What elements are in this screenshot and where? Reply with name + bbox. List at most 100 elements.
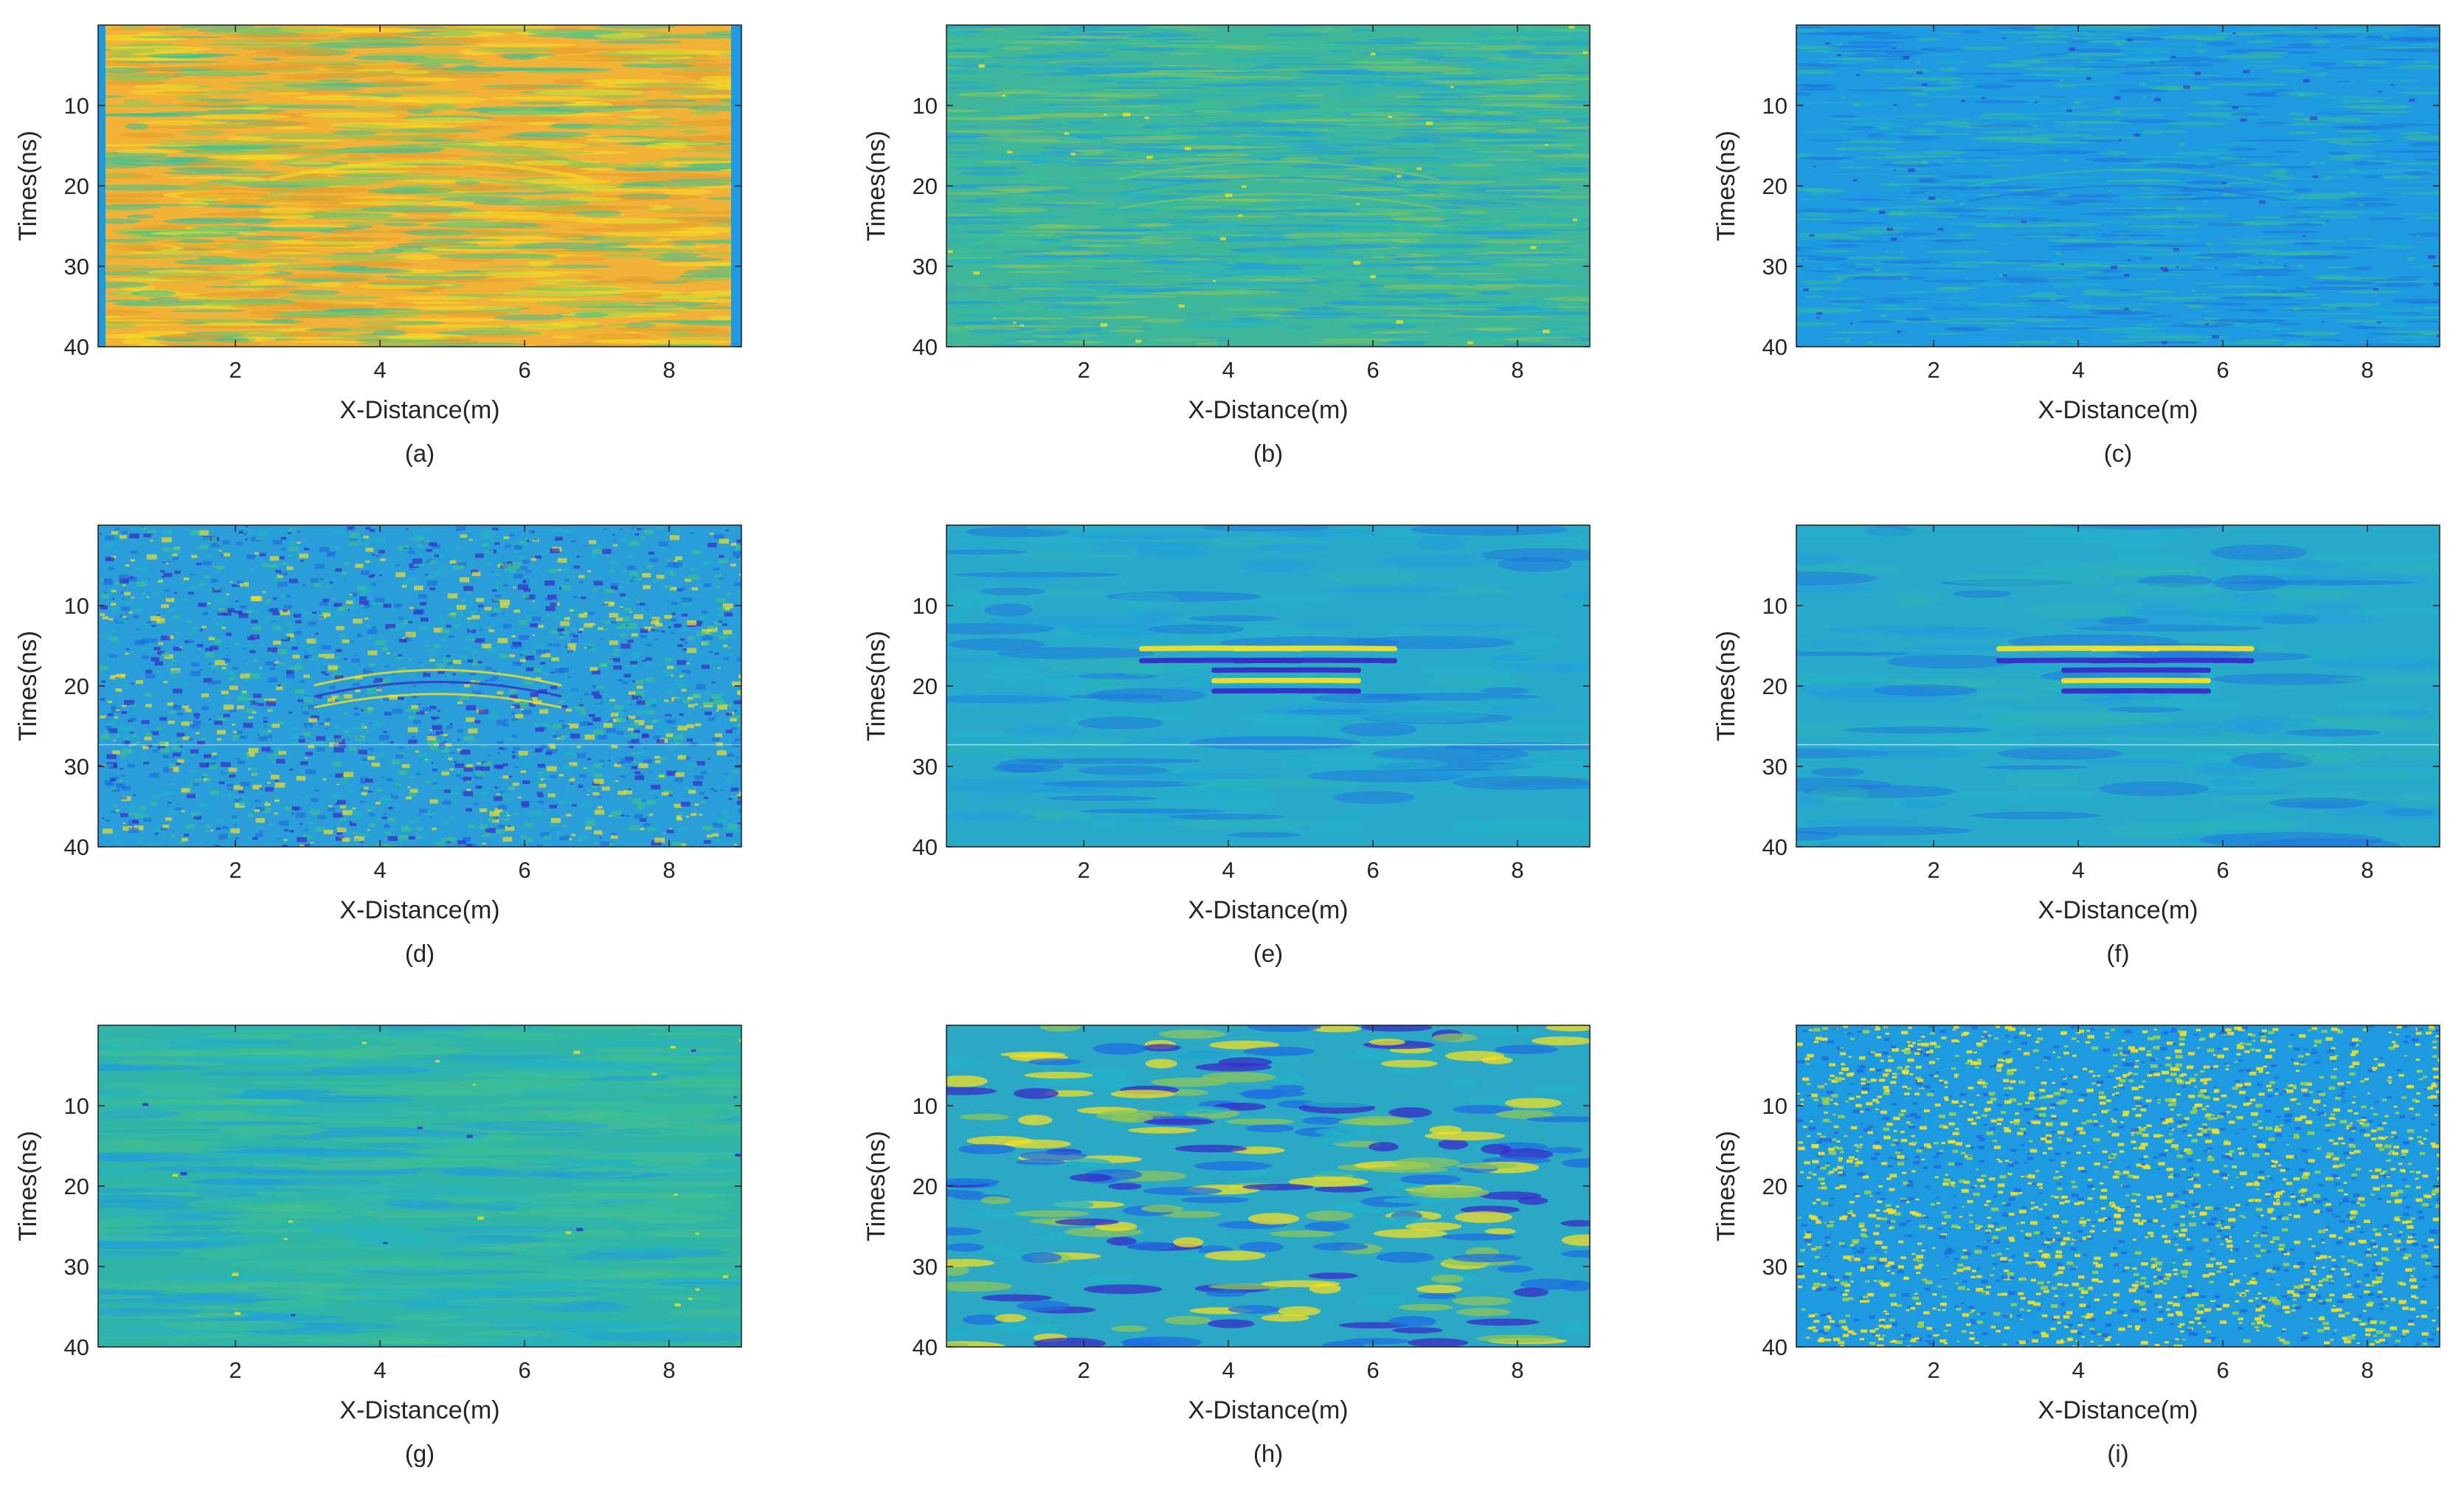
x-tick-label: 6	[1366, 857, 1379, 883]
y-axis-label: Times(ns)	[1712, 631, 1740, 741]
y-tick-label: 40	[1762, 834, 1788, 860]
y-tick-label: 40	[913, 834, 938, 860]
x-tick-label: 2	[1078, 1357, 1090, 1383]
heatmap-image	[1796, 1025, 2440, 1347]
y-tick-label: 20	[913, 1174, 938, 1199]
y-axis-label: Times(ns)	[1712, 131, 1740, 241]
x-tick-label: 2	[1078, 357, 1090, 383]
x-tick-label: 2	[1078, 857, 1090, 883]
x-axis-label: X-Distance(m)	[1188, 396, 1348, 424]
y-tick-label: 30	[913, 754, 938, 780]
x-axis-label: X-Distance(m)	[339, 896, 499, 924]
x-tick-label: 8	[1511, 857, 1523, 883]
heatmap-image	[947, 525, 1590, 847]
y-tick-label: 30	[1762, 754, 1788, 780]
x-tick-label: 6	[518, 357, 530, 383]
heatmap-image	[98, 25, 741, 347]
x-axis-label: X-Distance(m)	[2038, 1396, 2198, 1424]
y-tick-label: 40	[913, 334, 938, 360]
x-tick-label: 4	[1222, 857, 1234, 883]
x-tick-label: 6	[518, 857, 530, 883]
x-tick-label: 2	[1928, 857, 1940, 883]
y-tick-label: 10	[913, 93, 938, 119]
y-tick-label: 10	[64, 93, 89, 119]
y-tick-label: 40	[913, 1334, 938, 1360]
panel-e: 2 4 6 8 10 20 30 40 X-Distance(m) Times(ns) (e)	[862, 524, 1591, 967]
panel-i: 2 4 6 8 10 20 30 40 X-Distance(m) Times(ns) (i)	[1712, 1025, 2440, 1467]
y-tick-label: 30	[913, 1254, 938, 1280]
y-tick-label: 40	[64, 1334, 89, 1360]
x-tick-label: 6	[2216, 1357, 2229, 1383]
y-axis-label: Times(ns)	[862, 131, 890, 241]
x-axis-label: X-Distance(m)	[339, 396, 499, 424]
x-tick-label: 6	[518, 1357, 530, 1383]
y-tick-label: 10	[1762, 93, 1788, 119]
heatmap-image	[98, 1025, 741, 1347]
x-tick-label: 8	[2361, 1357, 2373, 1383]
y-tick-label: 30	[64, 754, 89, 780]
x-tick-label: 2	[229, 357, 242, 383]
x-tick-label: 8	[662, 857, 675, 883]
y-tick-label: 10	[64, 593, 89, 619]
panel-caption: (b)	[1253, 440, 1283, 467]
y-tick-label: 20	[1762, 173, 1788, 199]
panel-caption: (f)	[2106, 940, 2129, 967]
x-tick-label: 4	[1222, 1357, 1234, 1383]
x-tick-label: 4	[1222, 357, 1234, 383]
y-tick-label: 30	[1762, 254, 1788, 280]
y-tick-label: 20	[64, 173, 89, 199]
y-axis-label: Times(ns)	[14, 631, 42, 741]
y-tick-label: 30	[913, 254, 938, 280]
x-tick-label: 4	[373, 357, 386, 383]
y-tick-label: 40	[1762, 334, 1788, 360]
x-tick-label: 4	[373, 857, 386, 883]
y-tick-label: 10	[1762, 593, 1788, 619]
x-tick-label: 2	[1928, 357, 1940, 383]
x-tick-label: 8	[1511, 1357, 1523, 1383]
x-axis-label: X-Distance(m)	[2038, 396, 2198, 424]
y-tick-label: 40	[1762, 1334, 1788, 1360]
y-tick-label: 10	[1762, 1093, 1788, 1119]
y-tick-label: 20	[1762, 673, 1788, 699]
x-tick-label: 6	[1366, 357, 1379, 383]
x-axis-label: X-Distance(m)	[2038, 896, 2198, 924]
y-tick-label: 20	[1762, 1174, 1788, 1199]
x-tick-label: 4	[373, 1357, 386, 1383]
panel-a: 2 4 6 8 10 20 30 40 X-Distance(m) Times(ns) (a)	[14, 24, 742, 467]
y-axis-label: Times(ns)	[862, 631, 890, 741]
y-tick-label: 30	[1762, 1254, 1788, 1280]
panel-c: 2 4 6 8 10 20 30 40 X-Distance(m) Times(ns) (c)	[1712, 24, 2440, 467]
panel-caption: (a)	[405, 440, 435, 467]
panel-caption: (g)	[405, 1440, 435, 1467]
x-axis-label: X-Distance(m)	[1188, 896, 1348, 924]
y-axis-label: Times(ns)	[14, 1131, 42, 1241]
y-tick-label: 30	[64, 1254, 89, 1280]
x-tick-label: 8	[2361, 857, 2373, 883]
panel-f: 2 4 6 8 10 20 30 40 X-Distance(m) Times(ns) (f)	[1712, 524, 2440, 967]
x-axis-label: X-Distance(m)	[339, 1396, 499, 1424]
panel-caption: (h)	[1253, 1440, 1283, 1467]
y-axis-label: Times(ns)	[14, 131, 42, 241]
panel-g: 2 4 6 8 10 20 30 40 X-Distance(m) Times(ns) (g)	[14, 1025, 742, 1467]
heatmap-image	[947, 1025, 1590, 1347]
x-tick-label: 4	[2072, 357, 2084, 383]
x-tick-label: 4	[2072, 857, 2084, 883]
x-tick-label: 2	[1928, 1357, 1940, 1383]
y-tick-label: 40	[64, 334, 89, 360]
heatmap-image	[947, 25, 1590, 347]
panel-caption: (d)	[405, 940, 435, 967]
x-tick-label: 4	[2072, 1357, 2084, 1383]
x-tick-label: 6	[2216, 357, 2229, 383]
panel-caption: (e)	[1253, 940, 1283, 967]
x-tick-label: 8	[662, 1357, 675, 1383]
panel-h: 2 4 6 8 10 20 30 40 X-Distance(m) Times(ns) (h)	[862, 1025, 1591, 1467]
y-tick-label: 10	[913, 1093, 938, 1119]
x-tick-label: 8	[662, 357, 675, 383]
x-tick-label: 2	[229, 1357, 242, 1383]
heatmap-image	[98, 525, 741, 847]
x-tick-label: 2	[229, 857, 242, 883]
panel-caption: (i)	[2107, 1440, 2128, 1467]
x-tick-label: 6	[1366, 1357, 1379, 1383]
y-tick-label: 10	[913, 593, 938, 619]
y-tick-label: 20	[913, 173, 938, 199]
